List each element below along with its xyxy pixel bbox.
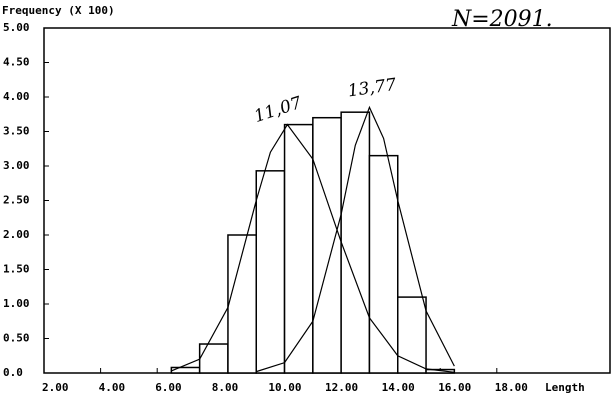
bar <box>227 234 257 374</box>
x-axis-label: Length <box>545 381 585 394</box>
y-tick-label: 1.50 <box>3 263 30 276</box>
x-tick-label: 2.00 <box>42 381 69 394</box>
y-tick-label: 4.00 <box>3 90 30 103</box>
bar <box>198 343 229 374</box>
annotation: 13,77 <box>347 75 398 102</box>
x-tick-label: 18.00 <box>495 381 528 394</box>
x-tick-label: 16.00 <box>438 381 471 394</box>
y-tick-label: 0.50 <box>3 332 30 345</box>
bar <box>255 170 286 374</box>
y-tick-label: 5.00 <box>3 21 30 34</box>
x-tick-label: 8.00 <box>212 381 239 394</box>
y-tick-label: 3.00 <box>3 159 30 172</box>
annotation: 11,07 <box>252 93 305 127</box>
y-tick-label: 2.00 <box>3 228 30 241</box>
x-tick-label: 4.00 <box>99 381 126 394</box>
bar <box>283 123 314 374</box>
y-tick-label: 1.00 <box>3 297 30 310</box>
bar <box>368 154 399 374</box>
y-tick-label: 3.50 <box>3 125 30 138</box>
x-tick-label: 12.00 <box>325 381 358 394</box>
x-tick-label: 10.00 <box>268 381 301 394</box>
x-tick-label: 14.00 <box>382 381 415 394</box>
bar <box>170 366 201 374</box>
y-tick-label: 2.50 <box>3 194 30 207</box>
fit-curve <box>171 123 455 373</box>
bar <box>397 296 427 374</box>
chart-title: Frequency (X 100) <box>2 4 115 17</box>
bar <box>340 111 371 374</box>
fit-curve <box>256 105 455 373</box>
x-tick-label: 6.00 <box>155 381 182 394</box>
bar <box>312 116 342 374</box>
bar <box>425 368 456 374</box>
y-tick-label: 4.50 <box>3 56 30 69</box>
y-tick-label: 0.0 <box>3 366 23 379</box>
